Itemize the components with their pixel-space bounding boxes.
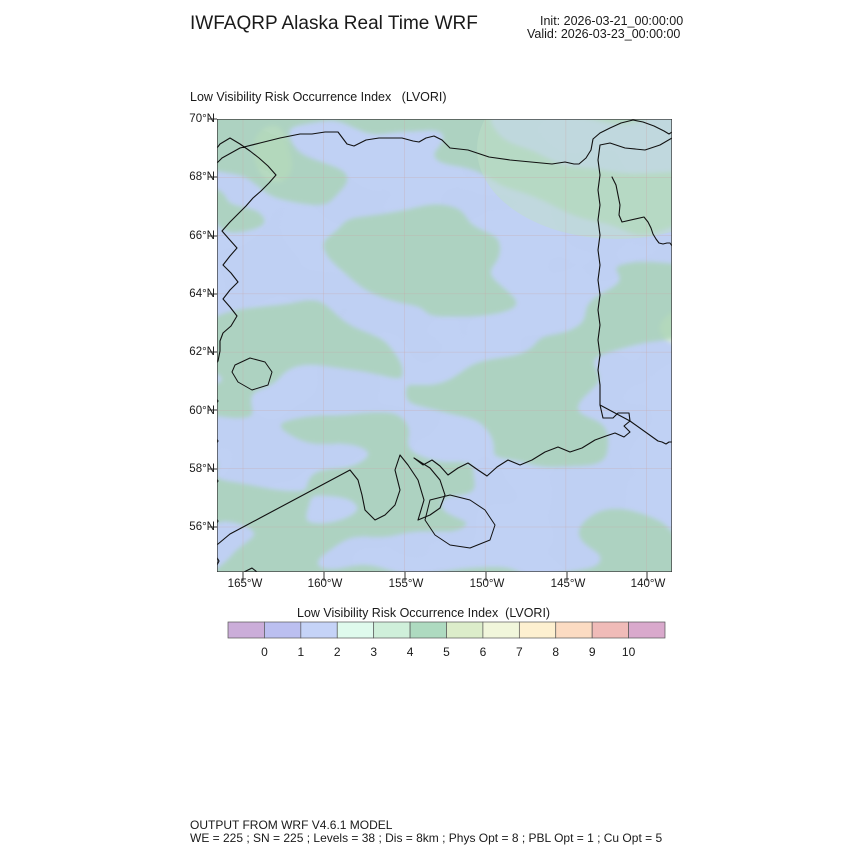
svg-text:0: 0 — [261, 645, 268, 659]
svg-text:9: 9 — [589, 645, 596, 659]
svg-text:3: 3 — [370, 645, 377, 659]
svg-text:1: 1 — [297, 645, 304, 659]
svg-text:8: 8 — [552, 645, 559, 659]
svg-text:4: 4 — [407, 645, 414, 659]
svg-text:6: 6 — [480, 645, 487, 659]
svg-text:5: 5 — [443, 645, 450, 659]
svg-text:7: 7 — [516, 645, 523, 659]
svg-text:10: 10 — [622, 645, 636, 659]
svg-text:2: 2 — [334, 645, 341, 659]
